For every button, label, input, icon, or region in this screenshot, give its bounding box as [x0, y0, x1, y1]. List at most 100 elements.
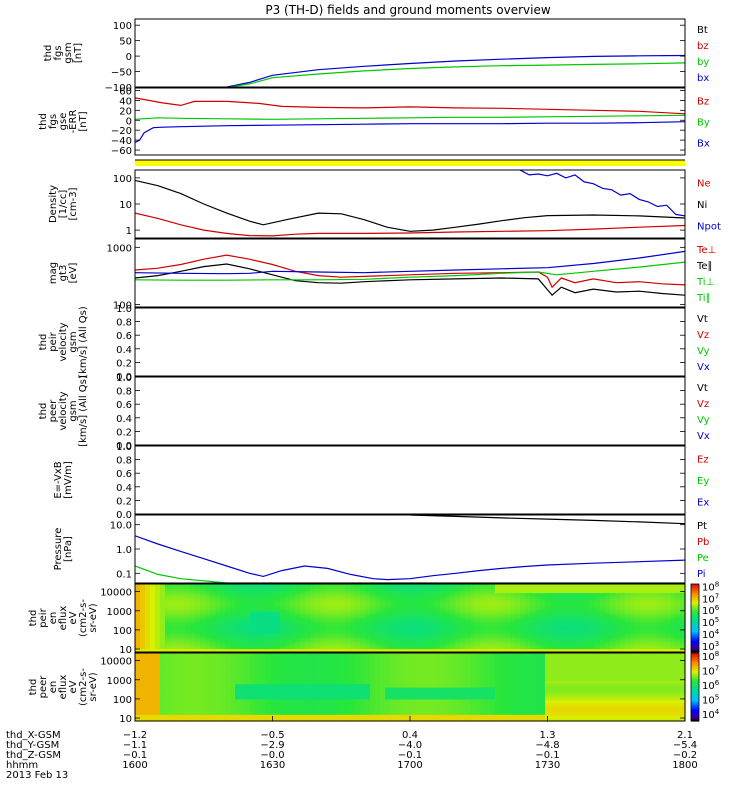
- heatmap-cell: [155, 616, 161, 619]
- heatmap-cell: [600, 609, 606, 612]
- heatmap-cell: [165, 712, 171, 715]
- heatmap-cell: [280, 587, 286, 590]
- heatmap-cell: [305, 631, 311, 634]
- heatmap-cell: [190, 643, 196, 646]
- heatmap-cell: [470, 592, 476, 595]
- heatmap-cell: [480, 618, 486, 621]
- heatmap-cell: [470, 604, 476, 607]
- heatmap-cell: [550, 592, 556, 595]
- heatmap-cell: [155, 645, 161, 648]
- heatmap-cell: [405, 643, 411, 646]
- heatmap-cell: [440, 643, 446, 646]
- heatmap-cell: [680, 648, 686, 651]
- heatmap-cell: [490, 650, 496, 653]
- heatmap-cell: [245, 641, 251, 645]
- heatmap-cell: [525, 643, 531, 646]
- heatmap-cell: [165, 606, 171, 609]
- heatmap-cell: [165, 673, 171, 676]
- heatmap-cell: [185, 638, 191, 641]
- heatmap-cell: [440, 604, 446, 607]
- heatmap-cell: [395, 635, 401, 638]
- heatmap-cell: [490, 629, 496, 633]
- heatmap-cell: [140, 676, 146, 680]
- heatmap-cell: [150, 618, 156, 621]
- heatmap-cell: [655, 602, 661, 605]
- heatmap-cell: [380, 587, 386, 590]
- heatmap-cell: [425, 601, 431, 604]
- heatmap-cell: [170, 587, 176, 590]
- heatmap-cell: [380, 641, 386, 645]
- heatmap-cell: [375, 590, 381, 594]
- heatmap-cell: [435, 619, 441, 622]
- heatmap-cell: [150, 663, 156, 666]
- colorbar-cell: [691, 606, 699, 609]
- heatmap-cell: [660, 640, 666, 643]
- heatmap-cell: [290, 643, 296, 646]
- heatmap-cell: [645, 612, 651, 616]
- heatmap-cell: [635, 609, 641, 612]
- heatmap-cell: [500, 646, 506, 650]
- heatmap-cell: [140, 645, 146, 648]
- heatmap-cell: [190, 640, 196, 643]
- heatmap-cell: [405, 618, 411, 621]
- heatmap-cell: [660, 606, 666, 609]
- heatmap-cell: [605, 597, 611, 600]
- heatmap-cell: [600, 587, 606, 590]
- heatmap-cell: [295, 626, 301, 629]
- heatmap-cell: [185, 629, 191, 633]
- heatmap-cell: [150, 590, 156, 594]
- heatmap-cell: [135, 700, 141, 703]
- heatmap-cell: [145, 595, 151, 599]
- heatmap-cell: [165, 656, 171, 659]
- heatmap-cell: [440, 638, 446, 641]
- y-tick-label: 1000: [107, 243, 132, 254]
- heatmap-cell: [170, 687, 176, 690]
- y-tick-label: 0: [126, 116, 132, 127]
- heatmap-cell: [250, 595, 256, 599]
- heatmap-cell: [405, 648, 411, 651]
- heatmap-cell: [460, 633, 466, 636]
- heatmap-cell: [490, 604, 496, 607]
- heatmap-cell: [390, 604, 396, 607]
- heatmap-cell: [160, 653, 166, 656]
- heatmap-cell: [575, 601, 581, 604]
- heatmap-cell: [375, 650, 381, 653]
- heatmap-cell: [270, 618, 276, 621]
- heatmap-cell: [650, 604, 656, 607]
- heatmap-cell: [310, 611, 316, 614]
- y-tick-label: −100: [105, 83, 132, 94]
- heatmap-cell: [485, 595, 491, 599]
- heatmap-cell: [480, 599, 486, 602]
- heatmap-cell: [215, 592, 221, 595]
- heatmap-cell: [395, 595, 401, 599]
- heatmap-cell: [375, 601, 381, 604]
- heatmap-cell: [355, 604, 361, 607]
- heatmap-cell: [280, 599, 286, 602]
- heatmap-cell: [575, 612, 581, 616]
- heatmap-cell: [170, 709, 176, 712]
- heatmap-cell: [190, 587, 196, 590]
- heatmap-cell: [615, 602, 621, 605]
- heatmap-cell: [520, 631, 526, 634]
- heatmap-cell: [575, 594, 581, 597]
- heatmap-cell: [220, 640, 226, 643]
- heatmap-cell: [605, 633, 611, 636]
- heatmap-cell: [290, 611, 296, 614]
- heatmap-cell: [485, 607, 491, 611]
- heatmap-cell: [605, 590, 611, 594]
- heatmap-cell: [520, 612, 526, 616]
- heatmap-cell: [415, 594, 421, 597]
- heatmap-cell: [590, 631, 596, 634]
- heatmap-cell: [540, 638, 546, 641]
- heatmap-cell: [505, 636, 511, 639]
- heatmap-cell: [250, 597, 256, 600]
- heatmap-cell: [585, 631, 591, 634]
- heatmap-cell: [160, 616, 166, 619]
- heatmap-cell: [565, 592, 571, 595]
- heatmap-cell: [410, 623, 416, 626]
- heatmap-cell: [375, 594, 381, 597]
- heatmap-cell: [170, 601, 176, 604]
- heatmap-cell: [660, 629, 666, 633]
- heatmap-cell: [290, 609, 296, 612]
- y-axis-label: [cm-3]: [68, 187, 79, 220]
